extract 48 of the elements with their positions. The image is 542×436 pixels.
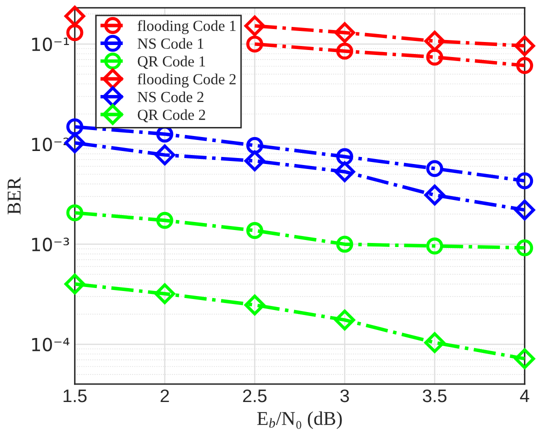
point (246, 222, 264, 239)
x-axis-title: E$_{b}$/N₀ (dB) (257, 411, 342, 429)
point (514, 348, 536, 370)
legend-label: flooding Code 2 (138, 73, 236, 88)
y-tick-label: 10⁻⁴ (32, 338, 70, 352)
point (514, 200, 536, 220)
point (334, 161, 356, 182)
point (244, 15, 266, 36)
point (426, 48, 444, 66)
point (516, 239, 534, 256)
legend-label: NS Code 2 (138, 91, 204, 102)
legend-label: QR Code 1 (138, 56, 206, 69)
point (156, 212, 174, 229)
point (244, 294, 266, 316)
x-tick-label: 3 (340, 389, 349, 402)
legend-label: NS Code 1 (138, 38, 204, 49)
point (424, 30, 446, 52)
x-tick-label: 3.5 (422, 389, 446, 402)
x-tick-label: 2.5 (243, 389, 267, 402)
point (66, 118, 84, 136)
point (246, 36, 264, 53)
point (154, 283, 176, 304)
point (424, 184, 446, 206)
point (336, 42, 354, 60)
point (516, 172, 534, 190)
y-tick-label: 10⁻³ (32, 238, 70, 252)
point (66, 204, 84, 222)
x-tick-label: 2 (160, 389, 169, 402)
x-tick-label: 1.5 (64, 390, 87, 402)
point (334, 310, 356, 330)
legend-label: QR Code 2 (138, 109, 206, 122)
point (64, 274, 86, 294)
y-axis-title: BER (8, 177, 21, 214)
point (246, 136, 264, 154)
point (334, 22, 356, 44)
point (154, 144, 176, 166)
legend-label: flooding Code 1 (138, 20, 236, 34)
point (64, 6, 86, 27)
point (336, 236, 354, 253)
point (424, 332, 446, 353)
y-tick-label: 10⁻¹ (32, 38, 69, 52)
point (336, 148, 354, 166)
point (514, 35, 536, 56)
point (426, 238, 444, 254)
point (426, 160, 444, 178)
x-tick-label: 4 (520, 390, 530, 402)
point (516, 57, 534, 74)
point (244, 150, 266, 172)
